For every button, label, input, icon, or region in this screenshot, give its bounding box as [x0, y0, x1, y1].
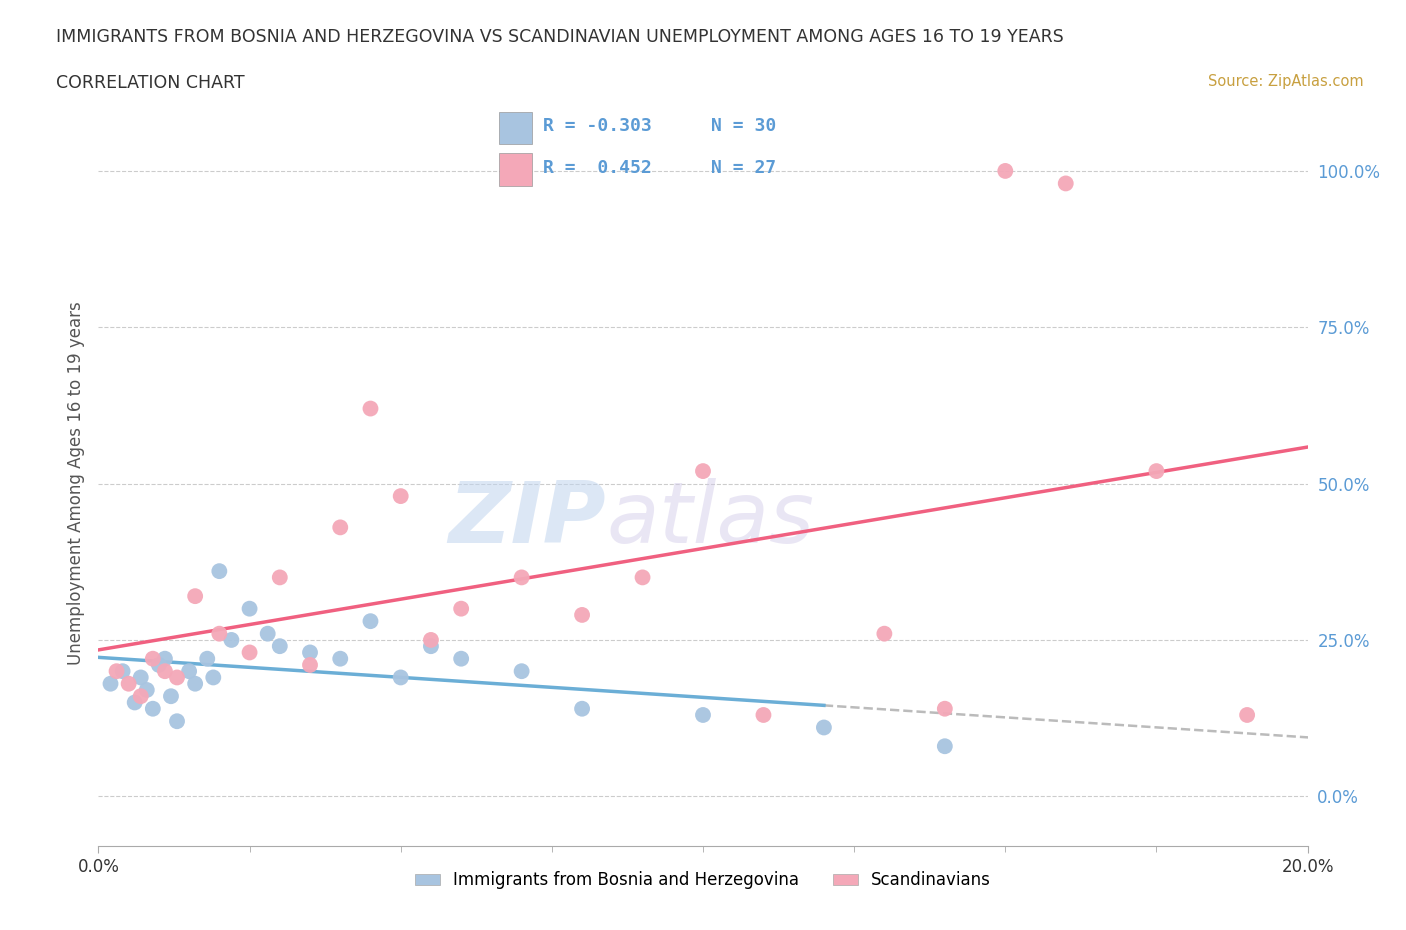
Point [111, 664, 134, 679]
Point [221, 632, 243, 647]
Text: R =  0.452: R = 0.452 [543, 159, 652, 178]
Point [631, 570, 654, 585]
Point [299, 645, 322, 660]
Point [420, 632, 443, 647]
Point [153, 651, 176, 666]
Point [450, 651, 472, 666]
Point [389, 488, 412, 503]
Point [299, 658, 322, 672]
Point [124, 695, 146, 710]
Y-axis label: Unemployment Among Ages 16 to 19 years: Unemployment Among Ages 16 to 19 years [66, 301, 84, 666]
Point [813, 720, 835, 735]
Point [129, 670, 152, 684]
Point [160, 689, 183, 704]
Point [1236, 708, 1258, 723]
Point [153, 664, 176, 679]
Point [360, 401, 382, 416]
Point [389, 670, 412, 684]
Bar [499, 112, 533, 144]
Point [202, 670, 225, 684]
Point [179, 664, 201, 679]
Point [934, 738, 956, 753]
Point [166, 714, 188, 729]
Legend: Immigrants from Bosnia and Herzegovina, Scandinavians: Immigrants from Bosnia and Herzegovina, … [408, 865, 998, 896]
Point [256, 626, 278, 641]
Point [118, 676, 141, 691]
Point [142, 651, 165, 666]
Text: atlas: atlas [606, 478, 814, 562]
Text: N = 27: N = 27 [711, 159, 776, 178]
Text: N = 30: N = 30 [711, 117, 776, 136]
Point [510, 570, 533, 585]
Point [166, 670, 188, 684]
Point [360, 614, 382, 629]
Point [994, 164, 1017, 179]
Point [239, 645, 262, 660]
Point [142, 701, 165, 716]
Text: R = -0.303: R = -0.303 [543, 117, 652, 136]
Point [184, 589, 207, 604]
Point [692, 708, 714, 723]
Point [692, 464, 714, 479]
Point [752, 708, 775, 723]
Text: IMMIGRANTS FROM BOSNIA AND HERZEGOVINA VS SCANDINAVIAN UNEMPLOYMENT AMONG AGES 1: IMMIGRANTS FROM BOSNIA AND HERZEGOVINA V… [56, 28, 1064, 46]
Point [1144, 464, 1167, 479]
Text: Source: ZipAtlas.com: Source: ZipAtlas.com [1208, 74, 1364, 89]
Point [100, 676, 122, 691]
Point [571, 701, 593, 716]
Text: ZIP: ZIP [449, 478, 606, 562]
Point [135, 683, 157, 698]
Point [129, 689, 152, 704]
Point [148, 658, 170, 672]
Point [571, 607, 593, 622]
Point [184, 676, 207, 691]
Point [269, 639, 291, 654]
Point [105, 664, 128, 679]
Point [269, 570, 291, 585]
Point [873, 626, 896, 641]
Point [1054, 176, 1077, 191]
Point [329, 651, 352, 666]
Point [510, 664, 533, 679]
Point [208, 626, 231, 641]
Point [450, 601, 472, 616]
Point [934, 701, 956, 716]
Point [329, 520, 352, 535]
Point [195, 651, 218, 666]
Point [420, 639, 443, 654]
Text: CORRELATION CHART: CORRELATION CHART [56, 74, 245, 92]
Bar [499, 153, 533, 186]
Point [239, 601, 262, 616]
Point [208, 564, 231, 578]
